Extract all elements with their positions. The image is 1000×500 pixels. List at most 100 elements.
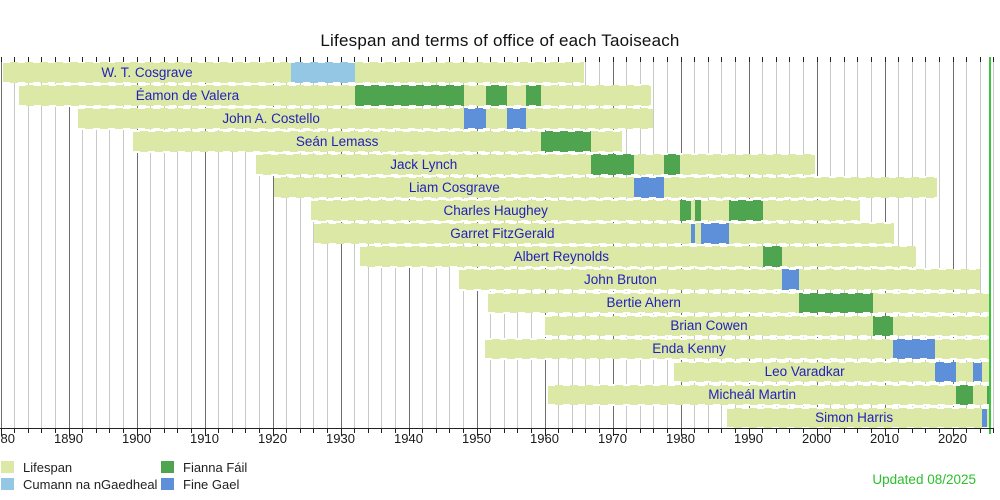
term-segment	[663, 154, 681, 175]
bottom-tick	[830, 428, 832, 433]
bottom-tick	[490, 428, 492, 433]
top-tick	[571, 57, 573, 62]
axis-tick-label: 2000	[802, 431, 831, 446]
term-segment	[486, 85, 507, 106]
lifespan-bar	[256, 153, 816, 176]
term-segment	[690, 223, 696, 244]
legend-swatch-lifespan	[1, 461, 14, 473]
gridline-minor	[299, 62, 301, 428]
legend-label-fianna-fail: Fianna Fáil	[183, 460, 248, 475]
gridline-minor	[762, 62, 764, 428]
gridline-minor	[82, 62, 84, 428]
top-tick	[802, 57, 804, 62]
bottom-tick	[313, 428, 315, 433]
bar-dashed-top-edge	[726, 406, 991, 409]
bottom-tick	[734, 428, 736, 433]
gridline-minor	[381, 62, 383, 428]
bottom-tick	[41, 428, 43, 433]
gridline-major	[68, 62, 70, 428]
bar-dashed-top-edge	[3, 61, 585, 63]
person-label: Enda Kenny	[652, 341, 726, 357]
gridline-minor	[898, 62, 900, 428]
bottom-tick	[326, 428, 328, 433]
gridline-minor	[517, 62, 519, 428]
bottom-tick	[408, 428, 410, 436]
legend-label-fine-gael: Fine Gael	[183, 477, 240, 492]
legend-swatch-fine-gael	[161, 478, 174, 490]
bottom-tick	[639, 428, 641, 433]
top-tick	[394, 57, 396, 62]
top-tick	[82, 57, 84, 62]
top-tick	[721, 57, 723, 62]
gridline-minor	[354, 62, 356, 428]
bottom-tick	[27, 428, 29, 433]
bottom-tick	[422, 428, 424, 433]
top-tick	[422, 57, 424, 62]
bottom-tick	[598, 428, 600, 433]
axis-tick-label: 1890	[54, 431, 83, 446]
gridline-minor	[190, 62, 192, 428]
axis-tick-label: 1920	[258, 431, 287, 446]
gridline-minor	[775, 62, 777, 428]
person-label: Bertie Ahern	[606, 295, 681, 310]
bar-dashed-bottom-edge	[548, 404, 991, 407]
bottom-tick	[585, 428, 587, 433]
bottom-tick	[163, 428, 165, 433]
bottom-tick	[707, 428, 709, 433]
gridline-minor	[666, 62, 668, 428]
bar-dashed-bottom-edge	[19, 104, 651, 107]
top-tick	[694, 57, 696, 62]
lifespan-bar	[485, 337, 991, 361]
gridline-major	[340, 62, 342, 428]
term-segment	[540, 131, 592, 152]
top-tick	[612, 57, 614, 62]
updated-date-label: Updated 08/2025	[872, 472, 976, 487]
top-tick	[27, 57, 29, 62]
gridline-minor	[122, 62, 124, 428]
bottom-tick	[775, 428, 777, 433]
gridline-major	[884, 62, 886, 428]
term-segment	[981, 407, 987, 429]
top-tick	[408, 57, 410, 62]
bottom-tick	[109, 428, 111, 433]
person-label: Seán Lemass	[295, 133, 379, 149]
lifespan-bar	[548, 383, 991, 407]
bar-dashed-bottom-edge	[78, 127, 654, 130]
gridline-major	[408, 62, 410, 428]
lifespan-bar	[488, 291, 991, 314]
chart-title: Lifespan and terms of office of each Tao…	[320, 31, 680, 50]
top-tick	[544, 57, 546, 62]
gridline-minor	[911, 62, 913, 428]
bar-dashed-top-edge	[674, 360, 991, 363]
bottom-tick	[258, 428, 260, 433]
gridline-major	[476, 62, 478, 428]
gridline-minor	[843, 62, 845, 428]
top-tick	[680, 57, 682, 62]
bar-dashed-top-edge	[314, 222, 894, 225]
bar-dashed-bottom-edge	[256, 173, 816, 176]
gridline-major	[272, 62, 274, 428]
person-label: Charles Haughey	[443, 202, 548, 218]
bottom-tick	[612, 428, 614, 436]
bottom-tick	[381, 428, 383, 433]
lifespan-bar	[133, 130, 622, 153]
axis-tick-label: 1960	[530, 431, 559, 446]
gridline-minor	[938, 62, 940, 428]
gridline-minor	[707, 62, 709, 428]
bar-dashed-bottom-edge	[458, 288, 981, 291]
gridline-minor	[558, 62, 560, 428]
top-tick	[68, 57, 70, 62]
bar-dashed-top-edge	[256, 153, 816, 156]
term-segment	[986, 384, 991, 406]
top-tick	[653, 57, 655, 62]
top-tick	[911, 57, 913, 62]
person-label: Éamon de Valera	[135, 87, 240, 103]
term-segment	[782, 269, 800, 290]
axis-tick-label: 1910	[190, 431, 219, 446]
gridline-major	[136, 62, 138, 428]
person-label: Jack Lynch	[390, 156, 458, 172]
gridline-minor	[177, 62, 179, 428]
bar-dashed-top-edge	[78, 107, 654, 110]
term-segment	[634, 177, 664, 198]
bar-dashed-bottom-edge	[488, 312, 991, 314]
